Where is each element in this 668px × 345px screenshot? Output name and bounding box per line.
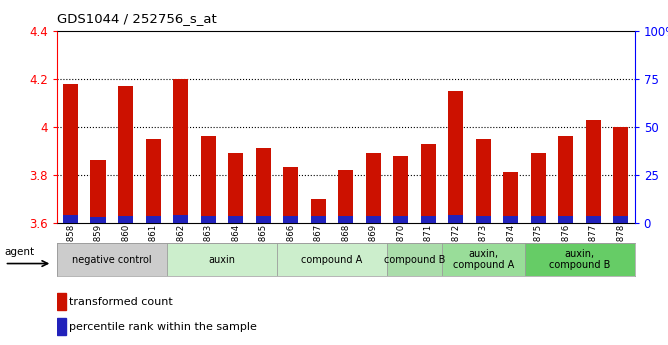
- Bar: [365, 216, 381, 223]
- Bar: [393, 156, 408, 223]
- Bar: [57, 318, 66, 335]
- Bar: [442, 243, 524, 276]
- Text: GDS1044 / 252756_s_at: GDS1044 / 252756_s_at: [57, 12, 216, 25]
- Bar: [448, 215, 464, 223]
- Bar: [146, 216, 160, 223]
- Bar: [118, 86, 133, 223]
- Bar: [613, 127, 629, 223]
- Bar: [146, 139, 160, 223]
- Bar: [524, 243, 635, 276]
- Bar: [476, 139, 491, 223]
- Bar: [503, 216, 518, 223]
- Bar: [531, 216, 546, 223]
- Text: compound B: compound B: [384, 255, 445, 265]
- Bar: [90, 160, 106, 223]
- Bar: [448, 91, 464, 223]
- Bar: [63, 84, 78, 223]
- Bar: [421, 144, 436, 223]
- Bar: [531, 153, 546, 223]
- Text: percentile rank within the sample: percentile rank within the sample: [69, 322, 257, 332]
- Bar: [228, 216, 243, 223]
- Bar: [256, 216, 271, 223]
- Bar: [200, 216, 216, 223]
- Bar: [228, 153, 243, 223]
- Text: auxin,
compound B: auxin, compound B: [549, 249, 611, 270]
- Bar: [90, 217, 106, 223]
- Bar: [613, 216, 629, 223]
- Bar: [421, 216, 436, 223]
- Bar: [63, 215, 78, 223]
- Bar: [173, 215, 188, 223]
- Text: negative control: negative control: [72, 255, 152, 265]
- Bar: [586, 120, 601, 223]
- Text: compound A: compound A: [301, 255, 363, 265]
- Bar: [503, 172, 518, 223]
- Bar: [476, 216, 491, 223]
- Bar: [311, 216, 326, 223]
- Bar: [57, 293, 66, 309]
- Bar: [57, 243, 167, 276]
- Bar: [200, 136, 216, 223]
- Bar: [173, 79, 188, 223]
- Text: transformed count: transformed count: [69, 297, 173, 307]
- Bar: [558, 136, 573, 223]
- Bar: [338, 170, 353, 223]
- Bar: [283, 167, 298, 223]
- Bar: [338, 216, 353, 223]
- Bar: [283, 216, 298, 223]
- Bar: [586, 216, 601, 223]
- Bar: [118, 216, 133, 223]
- Bar: [277, 243, 387, 276]
- Text: auxin,
compound A: auxin, compound A: [453, 249, 514, 270]
- Text: auxin: auxin: [208, 255, 235, 265]
- Bar: [311, 199, 326, 223]
- Bar: [256, 148, 271, 223]
- Text: agent: agent: [5, 247, 35, 257]
- Bar: [558, 216, 573, 223]
- Bar: [393, 216, 408, 223]
- Bar: [365, 153, 381, 223]
- Bar: [167, 243, 277, 276]
- Bar: [387, 243, 442, 276]
